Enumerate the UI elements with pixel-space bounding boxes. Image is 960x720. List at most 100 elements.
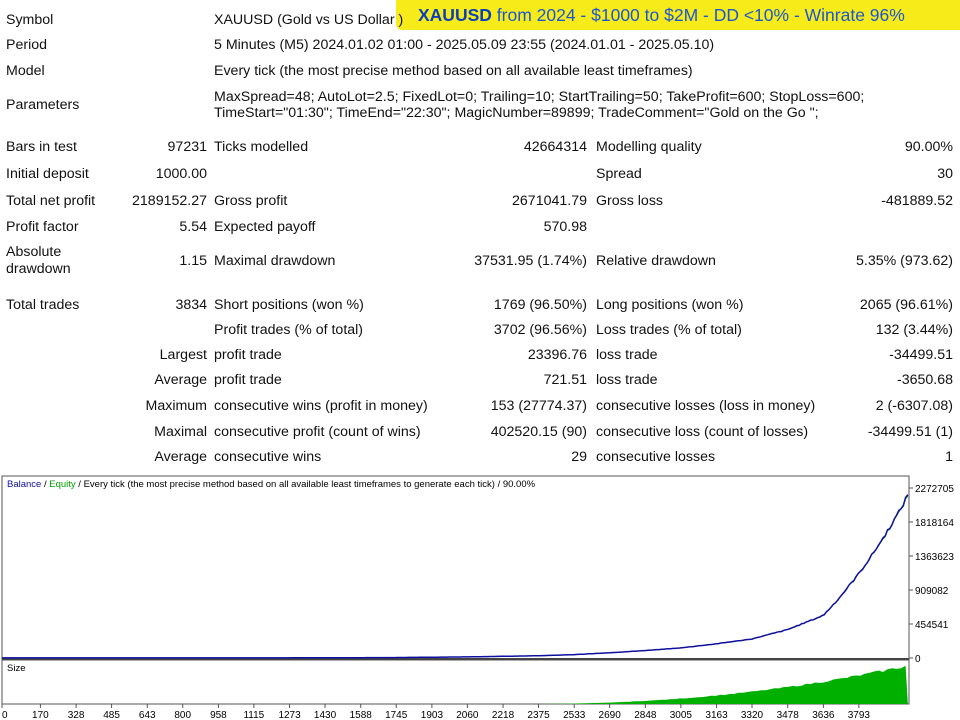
value-net-profit: 2189152.27 bbox=[132, 193, 207, 209]
x-tick-label: 485 bbox=[103, 710, 120, 720]
label-average-consecutive-losses: consecutive losses bbox=[596, 449, 716, 465]
x-tick-label: 643 bbox=[139, 710, 156, 720]
x-tick-label: 2218 bbox=[492, 710, 515, 720]
x-tick-label: 2375 bbox=[527, 710, 550, 720]
label-total-trades: Total trades bbox=[6, 297, 80, 313]
x-tick-label: 3005 bbox=[670, 710, 693, 720]
x-tick-label: 2848 bbox=[634, 710, 657, 720]
balance-chart: Balance / Equity / Every tick (the most … bbox=[1, 475, 954, 720]
x-tick-label: 0 bbox=[2, 710, 8, 720]
x-tick-label: 3163 bbox=[705, 710, 728, 720]
value-consecutive-profit: 402520.15 (90) bbox=[490, 424, 587, 440]
label-largest-loss: loss trade bbox=[596, 347, 658, 363]
x-tick-label: 1273 bbox=[278, 710, 301, 720]
x-tick-label: 328 bbox=[68, 710, 85, 720]
size-histogram bbox=[521, 665, 908, 704]
label-period: Period bbox=[6, 37, 48, 53]
value-gross-loss: -481889.52 bbox=[881, 193, 953, 209]
value-deposit: 1000.00 bbox=[155, 166, 207, 182]
y-tick-label: 0 bbox=[915, 654, 921, 665]
value-profit-factor: 5.54 bbox=[179, 219, 207, 235]
size-area bbox=[521, 665, 908, 704]
x-tick-label: 170 bbox=[32, 710, 49, 720]
value-consecutive-loss: -34499.51 (1) bbox=[867, 424, 953, 440]
balance-series bbox=[2, 494, 909, 659]
label-ticks: Ticks modelled bbox=[214, 139, 309, 155]
label-average-profit: profit trade bbox=[214, 372, 282, 388]
y-axis: 2272705 1818164 1363623 909082 454541 0 bbox=[909, 484, 954, 665]
value-absolute-drawdown: 1.15 bbox=[179, 253, 207, 269]
size-label: Size bbox=[7, 663, 25, 674]
value-profit-trades: 3702 (96.56%) bbox=[493, 322, 587, 338]
x-tick-label: 2533 bbox=[563, 710, 586, 720]
label-largest: Largest bbox=[159, 347, 207, 363]
label-relative-drawdown: Relative drawdown bbox=[596, 253, 716, 269]
label-profit-factor: Profit factor bbox=[6, 219, 79, 235]
value-average-loss: -3650.68 bbox=[896, 372, 953, 388]
value-maximal-drawdown: 37531.95 (1.74%) bbox=[474, 253, 587, 269]
x-tick-label: 2060 bbox=[456, 710, 479, 720]
value-relative-drawdown: 5.35% (973.62) bbox=[855, 253, 953, 269]
label-loss-trades: Loss trades (% of total) bbox=[596, 322, 742, 338]
chart-header: Balance / Equity / Every tick (the most … bbox=[7, 479, 536, 490]
label-model: Model bbox=[6, 63, 45, 79]
x-axis: 0 170 328 485 643 800 958 1115 1273 1430 1588 1745 1… bbox=[1, 704, 871, 720]
label-average: Average bbox=[154, 372, 207, 388]
value-ticks: 42664314 bbox=[523, 139, 587, 155]
label-symbol: Symbol bbox=[6, 12, 54, 28]
value-long-positions: 2065 (96.61%) bbox=[859, 297, 953, 313]
value-expected-payoff: 570.98 bbox=[543, 219, 587, 235]
x-tick-label: 2690 bbox=[599, 710, 622, 720]
value-parameters-line1: MaxSpread=48; AutoLot=2.5; FixedLot=0; T… bbox=[214, 89, 865, 105]
label-maximum: Maximum bbox=[145, 398, 207, 414]
value-model: Every tick (the most precise method base… bbox=[214, 63, 693, 79]
label-drawdown: drawdown bbox=[6, 261, 71, 277]
x-tick-label: 3320 bbox=[741, 710, 764, 720]
value-consecutive-losses-money: 2 (-6307.08) bbox=[875, 398, 953, 414]
label-consecutive-wins-money: consecutive wins (profit in money) bbox=[214, 398, 428, 414]
value-average-consecutive-losses: 1 bbox=[945, 449, 953, 465]
label-long-positions: Long positions (won %) bbox=[596, 297, 744, 313]
label-consecutive-profit: consecutive profit (count of wins) bbox=[214, 424, 421, 440]
label-consecutive-loss: consecutive loss (count of losses) bbox=[596, 424, 809, 440]
label-consecutive-losses-money: consecutive losses (loss in money) bbox=[596, 398, 816, 414]
chart-description: / Every tick (the most precise method ba… bbox=[76, 479, 536, 490]
x-tick-label: 1745 bbox=[385, 710, 408, 720]
value-loss-trades: 132 (3.44%) bbox=[875, 322, 953, 338]
value-largest-profit: 23396.76 bbox=[527, 347, 587, 363]
value-bars: 97231 bbox=[167, 139, 207, 155]
y-tick-label: 1363623 bbox=[915, 552, 954, 563]
label-maximal: Maximal bbox=[154, 424, 207, 440]
legend-equity: Equity bbox=[49, 479, 76, 490]
value-total-trades: 3834 bbox=[175, 297, 207, 313]
x-tick-label: 1903 bbox=[421, 710, 444, 720]
label-quality: Modelling quality bbox=[596, 139, 702, 155]
x-tick-label: 1588 bbox=[350, 710, 373, 720]
banner-text: from 2024 - $1000 to $2M - DD <10% - Win… bbox=[496, 5, 905, 25]
title-banner: XAUUSD from 2024 - $1000 to $2M - DD <10… bbox=[396, 0, 960, 30]
x-tick-label: 3478 bbox=[777, 710, 800, 720]
label-expected-payoff: Expected payoff bbox=[214, 219, 316, 235]
label-average-loss: loss trade bbox=[596, 372, 658, 388]
x-tick-label: 1115 bbox=[243, 710, 264, 720]
label-maximal-drawdown: Maximal drawdown bbox=[214, 253, 336, 269]
value-gross-profit: 2671041.79 bbox=[512, 193, 587, 209]
x-tick-label: 800 bbox=[174, 710, 191, 720]
x-tick-label: 3793 bbox=[848, 710, 871, 720]
value-consecutive-wins-money: 153 (27774.37) bbox=[490, 398, 587, 414]
value-short-positions: 1769 (96.50%) bbox=[493, 297, 587, 313]
value-spread: 30 bbox=[937, 166, 953, 182]
label-average-consecutive-wins: consecutive wins bbox=[214, 449, 322, 465]
x-tick-label: 958 bbox=[210, 710, 227, 720]
x-tick-label: 1430 bbox=[314, 710, 337, 720]
x-tick-label: 3636 bbox=[812, 710, 835, 720]
value-average-profit: 721.51 bbox=[543, 372, 587, 388]
y-tick-label: 909082 bbox=[915, 586, 949, 597]
y-tick-label: 1818164 bbox=[915, 518, 954, 529]
value-largest-loss: -34499.51 bbox=[889, 347, 953, 363]
label-bars: Bars in test bbox=[6, 139, 77, 155]
legend-balance: Balance bbox=[7, 479, 41, 490]
banner-symbol: XAUUSD bbox=[418, 5, 492, 25]
y-tick-label: 2272705 bbox=[915, 484, 954, 495]
label-profit-trades: Profit trades (% of total) bbox=[214, 322, 364, 338]
